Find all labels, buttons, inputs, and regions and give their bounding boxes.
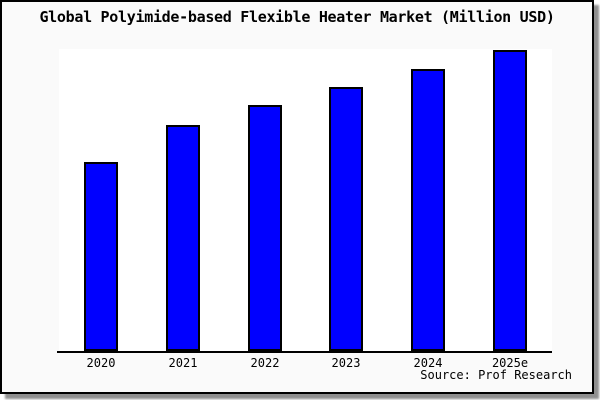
tick-label-2025e: 2025e bbox=[491, 356, 529, 370]
x-axis-line bbox=[57, 351, 552, 353]
tick-label-2021: 2021 bbox=[168, 356, 198, 370]
tick-label-2024: 2024 bbox=[413, 356, 443, 370]
bar-2024 bbox=[411, 69, 445, 351]
tick-label-2023: 2023 bbox=[331, 356, 361, 370]
plot-area bbox=[59, 49, 552, 351]
bar-2022 bbox=[248, 105, 282, 351]
tick-label-2020: 2020 bbox=[86, 356, 116, 370]
chart-card: Global Polyimide-based Flexible Heater M… bbox=[0, 0, 594, 394]
bar-2020 bbox=[84, 162, 118, 351]
bar-2021 bbox=[166, 125, 200, 351]
bar-2025e bbox=[493, 50, 527, 351]
chart-title: Global Polyimide-based Flexible Heater M… bbox=[39, 8, 555, 26]
bar-2023 bbox=[329, 87, 363, 351]
tick-label-2022: 2022 bbox=[250, 356, 280, 370]
source-credit: Source: Prof Research bbox=[420, 368, 572, 382]
